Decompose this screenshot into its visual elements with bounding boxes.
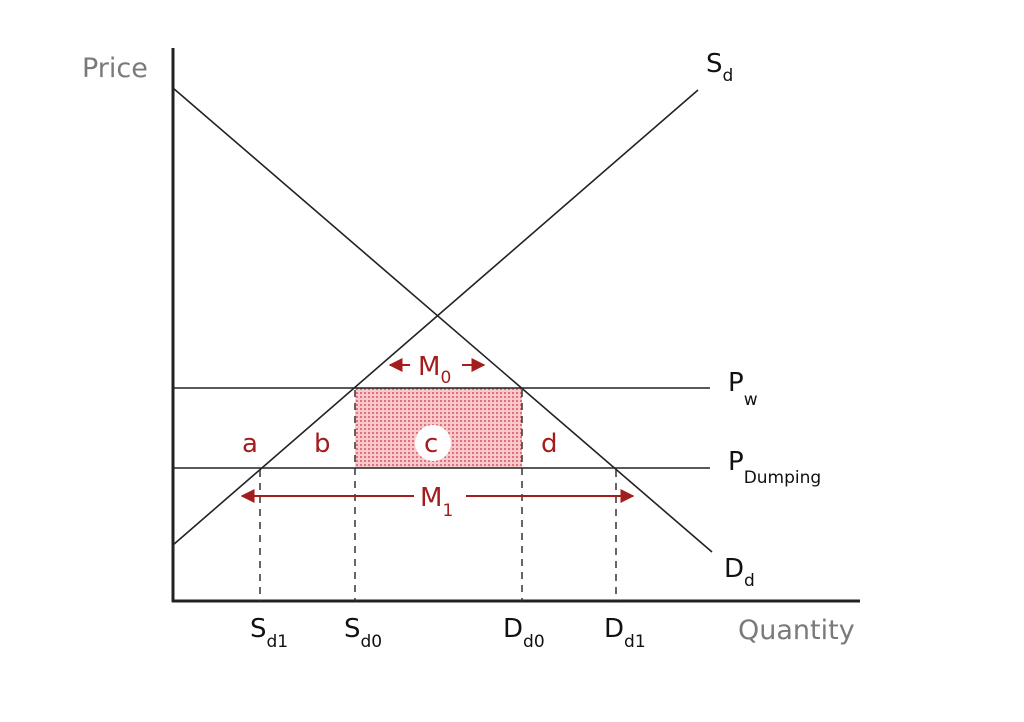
area-c-circle bbox=[415, 425, 451, 461]
world-price-label: Pw bbox=[728, 368, 758, 410]
area-label: d bbox=[541, 429, 558, 459]
dumping-price-label: PDumping bbox=[728, 447, 821, 488]
quantity-label: Dd1 bbox=[604, 614, 646, 652]
area-label: a bbox=[242, 429, 258, 459]
y-axis-label: Price bbox=[82, 53, 148, 84]
m0-label: M0 bbox=[418, 352, 451, 388]
demand-curve bbox=[172, 87, 713, 553]
x-axis-label: Quantity bbox=[738, 615, 855, 646]
area-label: b bbox=[314, 429, 331, 459]
quantity-label: Dd0 bbox=[503, 614, 545, 652]
m1-label: M1 bbox=[420, 483, 453, 521]
quantity-label: Sd1 bbox=[250, 614, 288, 652]
demand-label: Dd bbox=[724, 554, 755, 591]
supply-curve bbox=[172, 89, 699, 546]
area-label: c bbox=[424, 429, 438, 459]
supply-label: Sd bbox=[706, 49, 733, 86]
quantity-label: Sd0 bbox=[344, 614, 382, 652]
